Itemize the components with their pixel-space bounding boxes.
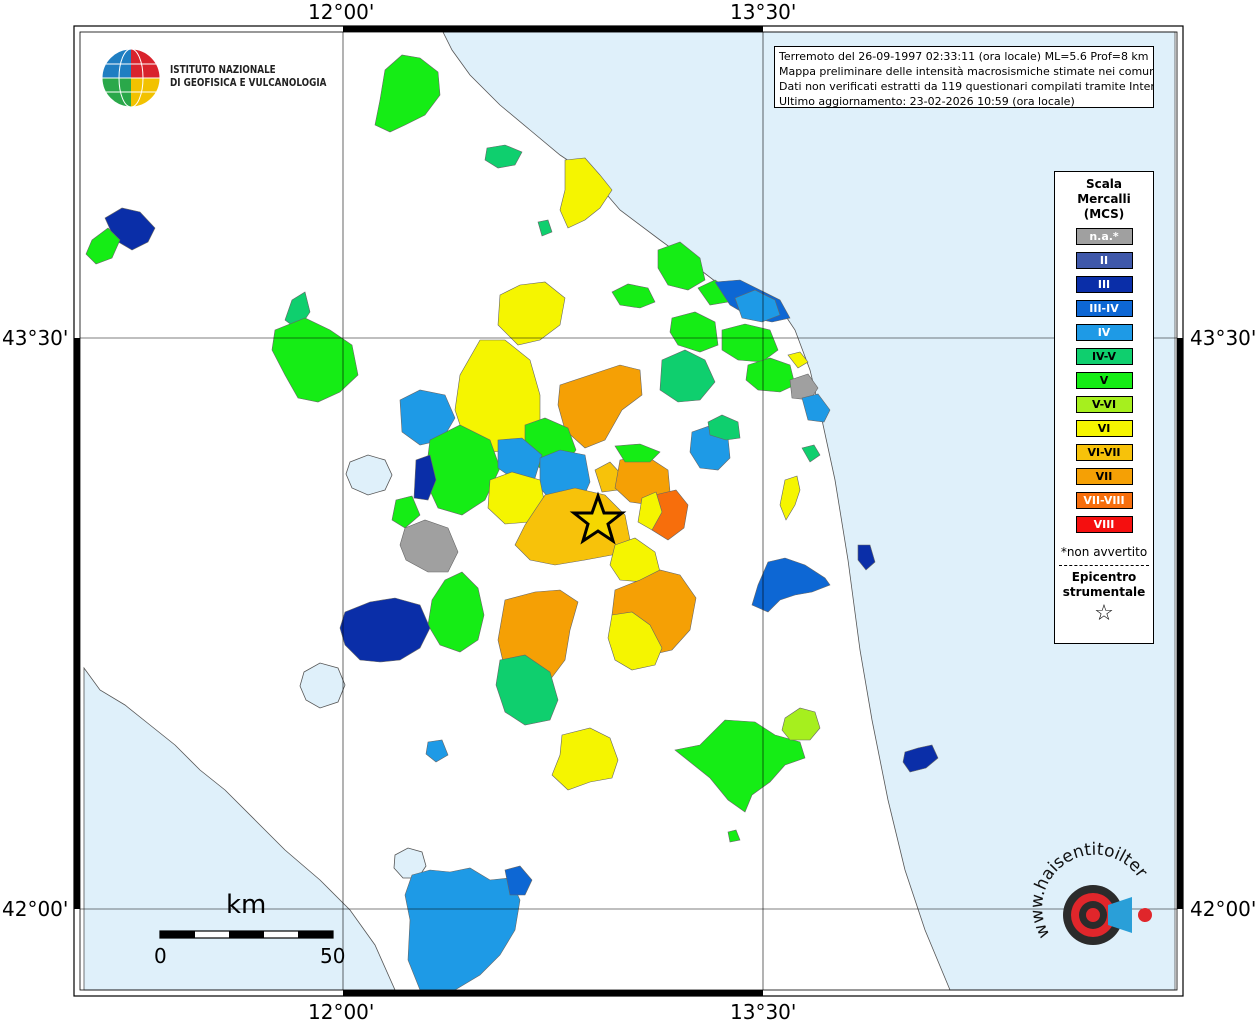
graticule xyxy=(80,32,1177,990)
legend-swatch: VIII xyxy=(1075,516,1133,533)
legend-swatch: III xyxy=(1075,276,1133,293)
legend-swatch: III-IV xyxy=(1075,300,1133,317)
lon-label-top-1: 12°00' xyxy=(308,0,375,24)
lat-label-right-1: 43°30' xyxy=(1190,326,1256,350)
epicenter-star-icon xyxy=(569,491,627,545)
ingv-logo-text: ISTITUTO NAZIONALE DI GEOFISICA E VULCAN… xyxy=(170,63,326,89)
legend-title: Scala Mercalli (MCS) xyxy=(1077,177,1131,221)
lat-label-left-2: 42°00' xyxy=(2,897,69,921)
lon-label-top-2: 13°30' xyxy=(730,0,797,24)
legend-swatch: VI-VII xyxy=(1075,444,1133,461)
legend-epicenter-label: Epicentro strumentale xyxy=(1062,570,1146,599)
legend-swatch: VII-VIII xyxy=(1075,492,1133,509)
event-line-4: Ultimo aggiornamento: 23-02-2026 10:59 (… xyxy=(779,95,1075,108)
legend-swatch: V xyxy=(1075,372,1133,389)
mcs-legend: Scala Mercalli (MCS) n.a.* II III III-IV IV I… xyxy=(1054,171,1154,644)
lat-label-left-1: 43°30' xyxy=(2,326,69,350)
ingv-line-2: DI GEOFISICA E VULCANOLOGIA xyxy=(170,76,327,89)
lat-label-right-2: 42°00' xyxy=(1190,897,1256,921)
legend-swatch: II xyxy=(1075,252,1133,269)
municipalities xyxy=(85,54,939,991)
legend-swatch: V-VI xyxy=(1075,396,1133,413)
event-line-1: Terremoto del 26-09-1997 02:33:11 (ora l… xyxy=(779,50,1149,63)
legend-swatch: VI xyxy=(1075,420,1133,437)
lon-label-bottom-1: 12°00' xyxy=(308,1000,375,1024)
scale-end-label: 50 xyxy=(320,944,346,968)
legend-items: n.a.* II III III-IV IV IV-V V V-VI VI VI-VII VII VI… xyxy=(1055,228,1153,533)
legend-swatch: VII xyxy=(1075,468,1133,485)
map-frame xyxy=(73,25,1184,997)
adriatic-sea xyxy=(442,31,1176,991)
event-info-box: Terremoto del 26-09-1997 02:33:11 (ora l… xyxy=(774,46,1154,108)
ingv-line-1: ISTITUTO NAZIONALE xyxy=(170,63,276,76)
scale-title: km xyxy=(226,890,267,920)
event-line-2: Mappa preliminare delle intensità macros… xyxy=(779,65,1154,78)
event-line-3: Dati non verificati estratti da 119 ques… xyxy=(779,80,1154,93)
legend-star-icon: ☆ xyxy=(1094,601,1114,626)
lake-bolsena xyxy=(299,662,346,709)
lake-trasimeno xyxy=(345,454,393,496)
ingv-logo-icon xyxy=(101,48,161,108)
legend-swatch: IV xyxy=(1075,324,1133,341)
lon-label-bottom-2: 13°30' xyxy=(730,1000,797,1024)
scale-start-label: 0 xyxy=(154,944,167,968)
legend-separator xyxy=(1059,565,1149,566)
tyrrhenian-sea xyxy=(83,666,396,991)
legend-swatch: IV-V xyxy=(1075,348,1133,365)
legend-swatch: n.a.* xyxy=(1075,228,1133,245)
legend-na-note: *non avvertito xyxy=(1060,545,1148,559)
scale-bar xyxy=(159,930,334,939)
